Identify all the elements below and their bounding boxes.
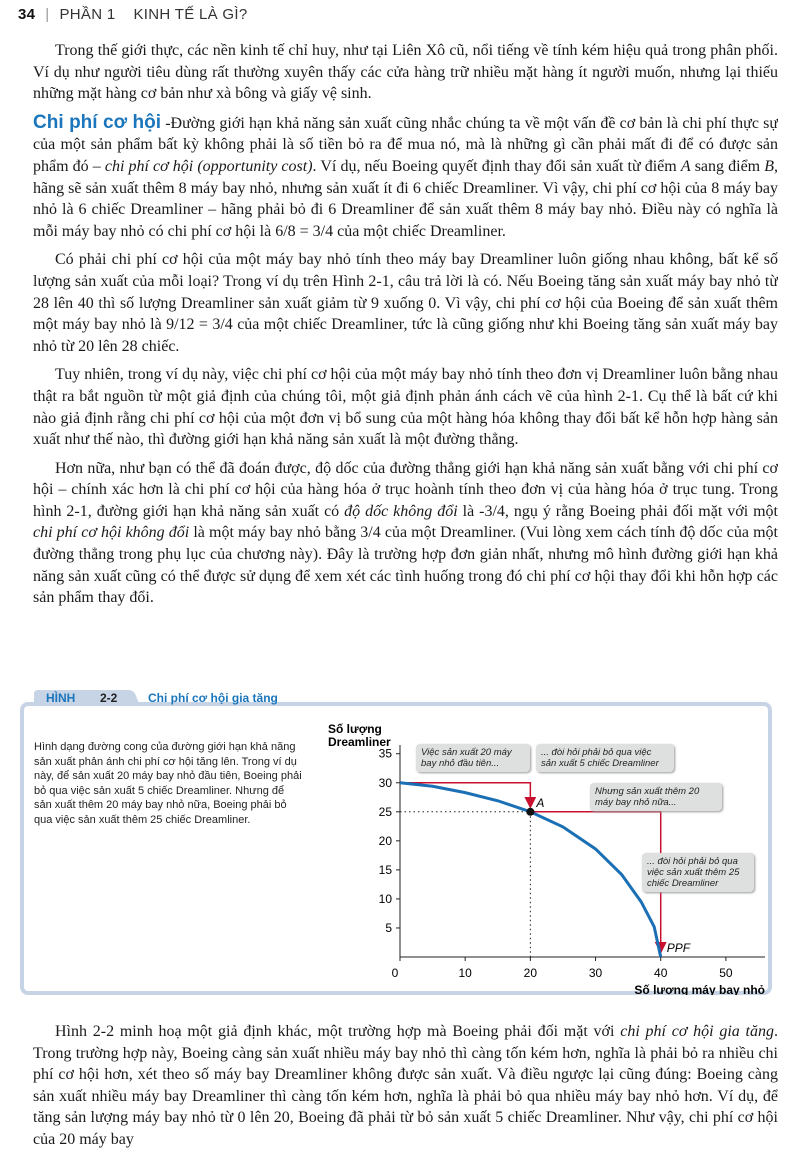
italic-text: chi phí cơ hội không đổi: [33, 524, 190, 542]
text-run: là một máy bay nhỏ bằng 3/4 của một Drea…: [33, 524, 778, 607]
x-tick-label: 0: [392, 966, 399, 980]
x-tick-label: 40: [654, 966, 668, 980]
x-tick-label: 30: [589, 966, 603, 980]
callout: Việc sản xuất 20 máy bay nhỏ đầu tiên...: [416, 744, 530, 772]
part: PHẦN 1: [59, 6, 116, 23]
step-arrow: [530, 811, 667, 954]
body-text: Trong thế giới thực, các nền kinh tế chỉ…: [33, 40, 778, 675]
step-arrow: [400, 782, 537, 809]
text-run: Tuy nhiên, trong ví dụ này, việc chi phí…: [33, 366, 778, 449]
x-axis-title: Số lượng máy bay nhỏ: [634, 983, 765, 995]
paragraph: Chi phí cơ hội -Đường giới hạn khả năng …: [33, 112, 778, 243]
y-tick-label: 10: [379, 892, 393, 906]
callout: ... đòi hỏi phải bỏ qua việc sản xuất 5 …: [536, 744, 674, 772]
x-tick-label: 10: [458, 966, 472, 980]
y-axis-title: Số lượng Dreamliner: [328, 722, 391, 749]
text-run: . Trong trường hợp này, Boeing càng sản …: [33, 1023, 778, 1148]
y-tick-label: 25: [379, 805, 393, 819]
figure-number: 2-2: [100, 691, 118, 705]
text-run: Hơn nữa, như bạn có thể đã đoán được, độ…: [33, 459, 778, 520]
running-header: 34 | PHẦN 1 KINH TẾ LÀ GÌ?: [18, 6, 247, 23]
text-run: là -3/4, ngụ ý rằng Boeing phải đối mặt …: [457, 502, 778, 520]
paragraph: Tuy nhiên, trong ví dụ này, việc chi phí…: [33, 364, 778, 450]
italic-text: A: [680, 157, 691, 175]
section-heading: Chi phí cơ hội: [33, 111, 162, 133]
paragraph: Trong thế giới thực, các nền kinh tế chỉ…: [33, 40, 778, 105]
callout: Nhưng sản xuất thêm 20 máy bay nhỏ nữa..…: [590, 783, 722, 811]
callout: ... đòi hỏi phải bỏ qua việc sản xuất th…: [642, 853, 754, 892]
y-tick-label: 15: [379, 863, 393, 877]
page-number: 34: [18, 6, 36, 23]
figure: HÌNH 2-2 Chi phí cơ hội gia tăng 5 10 15 20…: [20, 688, 772, 995]
paragraph: Hình 2-2 minh hoạ một giả định khác, một…: [33, 1021, 778, 1151]
figure-tab: [34, 690, 140, 706]
text-run: sang điểm: [690, 157, 765, 175]
separator: |: [45, 6, 50, 23]
x-tick-label: 20: [524, 966, 538, 980]
y-tick-label: 5: [385, 921, 392, 935]
italic-text: độ dốc không đổi: [344, 502, 458, 520]
paragraph: Hơn nữa, như bạn có thể đã đoán được, độ…: [33, 458, 778, 609]
figure-title: Chi phí cơ hội gia tăng: [148, 691, 278, 705]
italic-text: B: [764, 157, 775, 175]
y-tick-label: 20: [379, 834, 393, 848]
body-text-continued: Hình 2-2 minh hoạ một giả định khác, một…: [33, 1021, 778, 1151]
y-tick-label: 30: [379, 776, 393, 790]
text-run: Có phải chi phí cơ hội của một máy bay n…: [33, 251, 778, 355]
text-run: , hãng sẽ sản xuất thêm 8 máy bay nhỏ, n…: [33, 157, 778, 240]
italic-text: chi phí cơ hội gia tăng: [620, 1023, 774, 1040]
figure-label: HÌNH: [46, 690, 75, 705]
x-tick-label: 50: [719, 966, 733, 980]
paragraph: Có phải chi phí cơ hội của một máy bay n…: [33, 249, 778, 357]
figure-caption: Hình dạng đường cong của đường giới hạn …: [34, 741, 302, 826]
text-run: Trong thế giới thực, các nền kinh tế chỉ…: [33, 42, 778, 103]
text-run: Hình 2-2 minh hoạ một giả định khác, một…: [55, 1023, 621, 1040]
figure-frame: [20, 702, 772, 995]
ppf-curve: [399, 781, 663, 958]
point-a: [526, 807, 535, 816]
curve-label: PPF: [667, 941, 691, 955]
section: KINH TẾ LÀ GÌ?: [133, 6, 248, 23]
point-label: A: [535, 796, 544, 810]
figure-graphic: HÌNH 2-2 Chi phí cơ hội gia tăng 5 10 15 20…: [20, 690, 772, 995]
text-run: -Đường giới hạn khả năng sản xuất cũng n…: [33, 114, 778, 175]
italic-text: chi phí cơ hội (opportunity cost): [104, 157, 313, 175]
y-tick-label: 35: [379, 747, 393, 761]
text-run: . Ví dụ, nếu Boeing quyết định thay đổi …: [312, 157, 681, 175]
